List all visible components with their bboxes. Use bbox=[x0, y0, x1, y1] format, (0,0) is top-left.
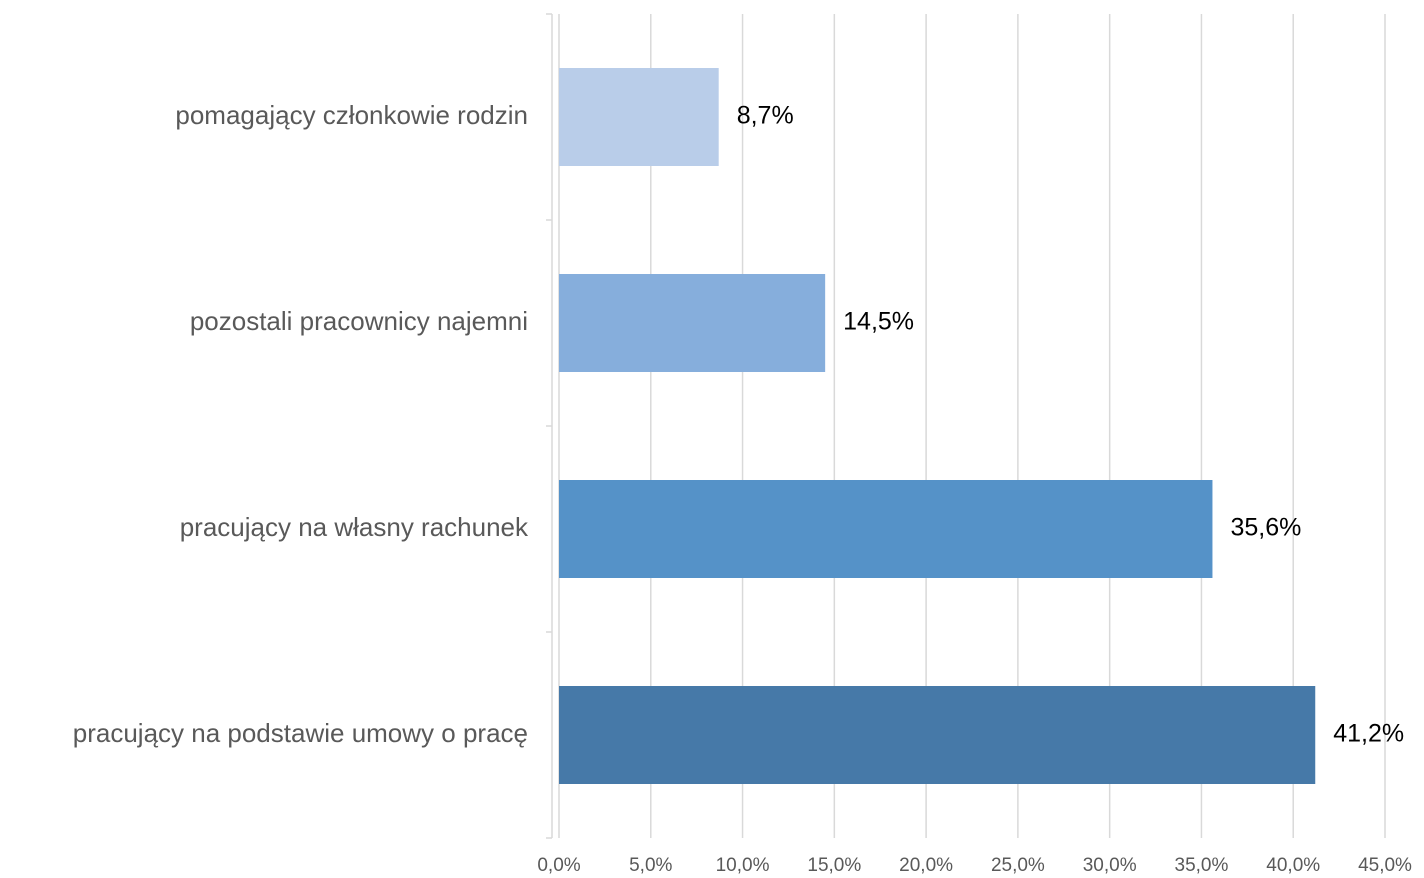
bar bbox=[559, 480, 1213, 578]
y-tick-label: pomagający członkowie rodzin bbox=[175, 100, 528, 130]
x-tick-label: 35,0% bbox=[1175, 855, 1229, 876]
x-tick-label: 5,0% bbox=[629, 855, 672, 876]
data-label: 35,6% bbox=[1230, 514, 1301, 542]
x-tick-label: 45,0% bbox=[1358, 855, 1412, 876]
bar bbox=[559, 68, 719, 166]
x-tick-label: 20,0% bbox=[899, 855, 953, 876]
bar bbox=[559, 274, 826, 372]
x-tick-label: 25,0% bbox=[991, 855, 1045, 876]
x-tick-label: 15,0% bbox=[807, 855, 861, 876]
y-tick-label: pracujący na podstawie umowy o pracę bbox=[73, 718, 528, 748]
x-tick-label: 0,0% bbox=[537, 855, 580, 876]
x-tick-label: 10,0% bbox=[716, 855, 770, 876]
data-label: 8,7% bbox=[737, 102, 794, 130]
data-label: 41,2% bbox=[1333, 720, 1404, 748]
data-label: 14,5% bbox=[843, 308, 914, 336]
y-tick-label: pracujący na własny rachunek bbox=[180, 512, 529, 542]
x-tick-label: 30,0% bbox=[1083, 855, 1137, 876]
y-tick-label: pozostali pracownicy najemni bbox=[190, 306, 528, 336]
x-tick-label: 40,0% bbox=[1266, 855, 1320, 876]
bar bbox=[559, 686, 1316, 784]
